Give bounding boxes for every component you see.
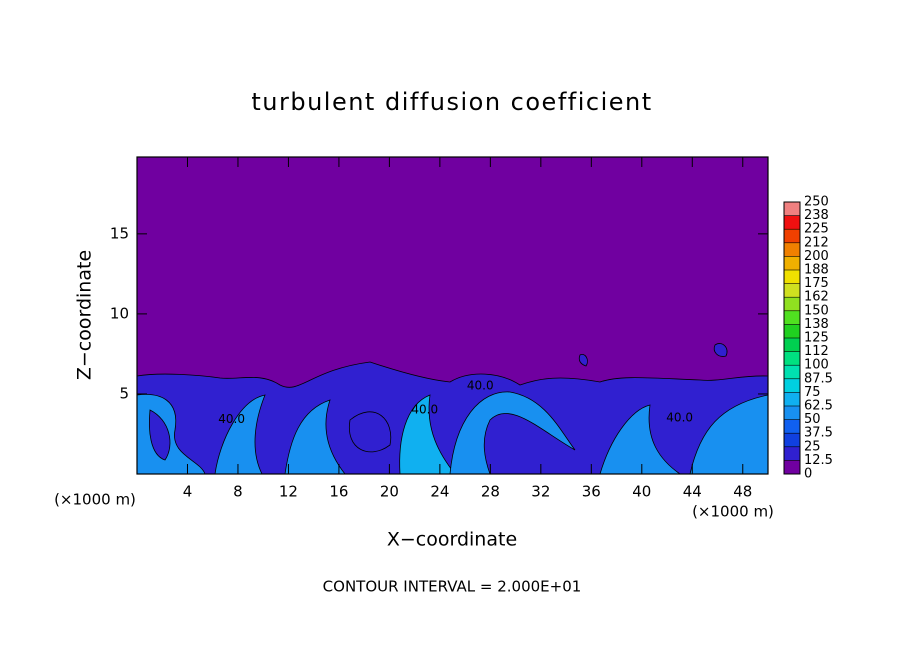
colorbar-label: 50	[804, 412, 821, 427]
colorbar-label: 0	[804, 467, 812, 482]
colorbar-label: 100	[804, 358, 829, 373]
x-tick-label: 44	[683, 483, 702, 501]
colorbar-label: 87.5	[804, 371, 833, 386]
x-tick-label: 8	[233, 483, 243, 501]
colorbar-label: 212	[804, 235, 829, 250]
y-unit-label: (×1000 m)	[692, 503, 774, 521]
colorbar-segment	[784, 406, 800, 420]
colorbar-label: 112	[804, 344, 829, 359]
field-region	[214, 394, 266, 475]
plot-frame	[136, 156, 769, 475]
colorbar-label: 125	[804, 331, 829, 346]
colorbar-label: 138	[804, 317, 829, 332]
x-tick-label: 36	[582, 483, 601, 501]
colorbar-label: 200	[804, 249, 829, 264]
colorbar-segment	[784, 338, 800, 352]
x-tick-label: 20	[380, 483, 399, 501]
field-region	[348, 411, 392, 453]
colorbar-segment	[784, 446, 800, 461]
x-tick-label: 4	[183, 483, 193, 501]
colorbar-segment	[784, 351, 800, 366]
x-tick-label: 12	[279, 483, 298, 501]
footer-note: CONTOUR INTERVAL = 2.000E+01	[323, 578, 582, 596]
contour-label: 40.0	[411, 402, 438, 416]
x-unit-label: (×1000 m)	[54, 491, 136, 509]
field-region	[599, 404, 682, 475]
colorbar-segment	[784, 460, 800, 474]
colorbar-segment	[784, 378, 800, 393]
colorbar-label: 250	[804, 195, 829, 210]
colorbar-segment	[784, 270, 800, 284]
colorbar-label: 75	[804, 385, 821, 400]
contour-label: 40.0	[218, 412, 245, 426]
colorbar-segment	[784, 202, 800, 216]
y-tick-label: 10	[110, 304, 129, 322]
colorbar-segment	[784, 229, 800, 243]
field-region	[713, 343, 728, 357]
contour-label: 40.0	[467, 378, 494, 392]
colorbar-segment	[784, 242, 800, 257]
colorbar-segment	[784, 256, 800, 270]
colorbar-label: 238	[804, 208, 829, 223]
colorbar-segment	[784, 283, 800, 298]
colorbar-segment	[784, 433, 800, 447]
colorbar-segment	[784, 365, 800, 379]
colorbar-segment	[784, 324, 800, 338]
colorbar-label: 12.5	[804, 453, 833, 468]
y-tick-label: 15	[110, 224, 129, 242]
x-axis-title: X−coordinate	[387, 529, 517, 551]
colorbar-segment	[784, 310, 800, 325]
y-tick-label: 5	[119, 384, 129, 402]
x-tick-label: 28	[481, 483, 500, 501]
colorbar-label: 162	[804, 290, 829, 305]
colorbar-segment	[784, 392, 800, 406]
field	[136, 157, 769, 475]
colorbar-label: 25	[804, 439, 821, 454]
y-axis-title: Z−coordinate	[74, 250, 96, 380]
field-region	[449, 391, 576, 475]
x-tick-label: 48	[733, 483, 752, 501]
field-region	[148, 409, 171, 461]
colorbar-segment	[784, 297, 800, 311]
field-region	[399, 394, 456, 475]
contour-label: 40.0	[666, 410, 693, 424]
x-tick-label: 24	[430, 483, 449, 501]
colorbar-label: 225	[804, 222, 829, 237]
field-region	[578, 353, 588, 367]
colorbar-label: 37.5	[804, 426, 833, 441]
colorbar-segment	[784, 215, 800, 230]
x-tick-label: 40	[632, 483, 651, 501]
x-tick-label: 16	[329, 483, 348, 501]
chart-title: turbulent diffusion coefficient	[251, 88, 652, 116]
field-region	[284, 399, 346, 475]
colorbar-label: 62.5	[804, 399, 833, 414]
colorbar-label: 150	[804, 303, 829, 318]
colorbar-label: 175	[804, 276, 829, 291]
x-tick-label: 32	[531, 483, 550, 501]
colorbar-label: 188	[804, 263, 829, 278]
colorbar-segment	[784, 419, 800, 434]
